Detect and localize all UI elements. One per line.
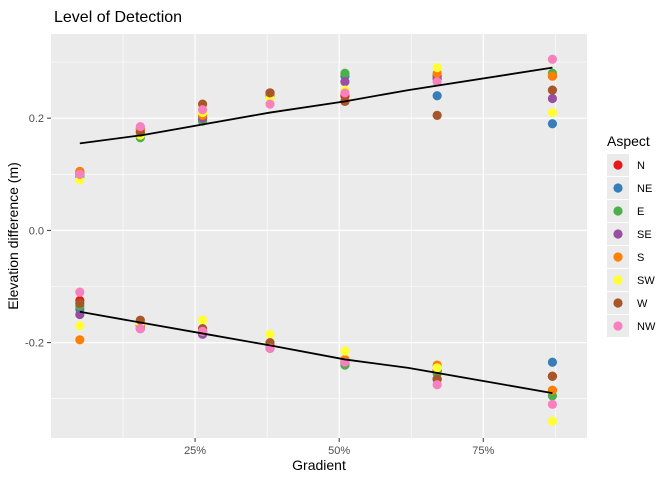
legend-key-w [613,298,623,308]
legend-key-s [613,252,623,262]
data-point-sw [75,321,85,331]
y-tick-label: -0.2 [25,338,44,350]
legend-key-n [613,160,623,170]
data-point-w [75,298,85,308]
y-tick-label: 0.2 [29,113,44,125]
legend-label-nw: NW [637,321,656,333]
data-point-nw [135,323,145,334]
trend-line [79,310,553,394]
x-tick-label: 75% [472,445,494,457]
data-point-sw [547,107,558,118]
x-tick-label: 25% [184,445,206,457]
data-point-se [75,309,85,320]
data-point-w [265,88,275,98]
data-point-nw [547,399,558,409]
y-axis-title: Elevation difference (m) [5,162,21,310]
data-point-sw [197,315,208,325]
data-point-w [547,371,558,381]
data-point-s [75,335,85,345]
data-point-nw [135,121,145,132]
legend-label-sw: SW [637,275,655,287]
data-point-nw [75,287,85,297]
legend-title: Aspect [607,133,650,149]
data-point-s [547,71,558,81]
legend-label-e: E [637,206,644,218]
x-axis-title: Gradient [292,457,346,473]
legend-label-ne: NE [637,183,652,195]
data-point-sw [547,416,558,426]
legend: Aspect N NE E SE S SW W NW [606,133,658,338]
data-point-nw [75,169,85,179]
chart-title: Level of Detection [54,9,182,26]
legend-key-nw [613,321,623,331]
data-point-nw [432,77,442,87]
legend-label-s: S [637,252,644,264]
data-point-nw [197,105,208,115]
x-tick-label: 50% [328,445,350,457]
legend-label-n: N [637,160,645,172]
data-point-nw [432,380,442,390]
data-point-sw [340,346,350,356]
y-tick-label: 0.0 [29,225,44,237]
plot-panel [51,34,587,438]
legend-key-sw [613,275,623,285]
data-point-se [340,77,350,87]
legend-label-se: SE [637,229,652,241]
x-axis: 25% 50% 75% [184,438,494,457]
legend-label-w: W [637,298,648,310]
data-point-nw [265,99,275,109]
data-point-ne [547,357,558,367]
data-point-w [432,110,442,120]
data-point-w [547,85,558,95]
legend-key-se [613,229,623,239]
data-point-se [547,93,558,104]
data-point-sw [432,363,442,373]
data-point-s [547,385,558,395]
data-point-ne [432,91,442,101]
trend-line [79,66,553,145]
legend-key-ne [613,183,623,193]
data-point-sw [432,63,442,73]
legend-key-e [613,206,623,216]
data-point-ne [547,119,558,129]
data-point-nw [547,54,558,64]
major-gridlines [51,34,587,438]
trend-lines [79,66,553,394]
y-axis: -0.2 0.0 0.2 [25,113,51,350]
data-point-e [340,68,350,78]
data-point-sw [265,329,275,339]
data-point-nw [340,88,350,98]
